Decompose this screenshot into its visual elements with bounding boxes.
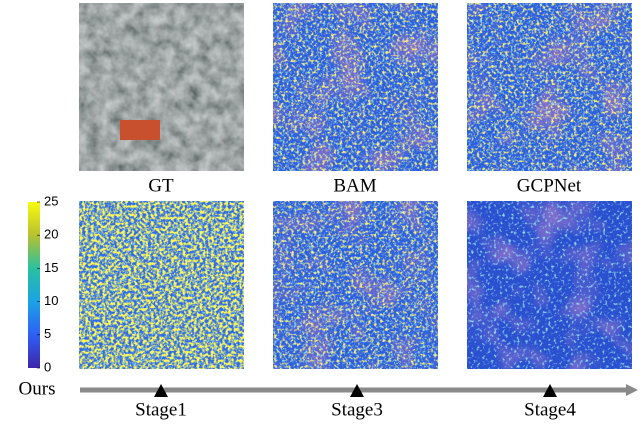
gcpnet-error-map (467, 3, 632, 171)
bam-error-map (273, 3, 438, 171)
colorbar (28, 202, 40, 368)
timeline-label: Ours (19, 378, 56, 399)
colorbar-tick-label: 10 (44, 293, 58, 308)
panel-label: GCPNet (517, 175, 582, 196)
colorbar-tick-label: 25 (44, 193, 58, 208)
panel-label: BAM (333, 175, 376, 196)
stage-label: Stage4 (524, 399, 576, 420)
colorbar-tick-label: 5 (44, 326, 51, 341)
figure: GT BAM GCPNet 0 5 10 15 20 25 Ours Stage1 Stag… (0, 0, 642, 425)
stage-label: Stage1 (135, 399, 187, 420)
gt-image (79, 3, 244, 171)
colorbar-ticks: 0 5 10 15 20 25 (37, 193, 58, 374)
panel-label: GT (148, 175, 174, 196)
stage4-error-map (467, 201, 632, 369)
arrow-head (626, 384, 638, 396)
stage-label: Stage3 (331, 399, 383, 420)
stage1-error-map (79, 201, 244, 369)
colorbar-tick-label: 0 (44, 359, 51, 374)
colorbar-tick-label: 15 (44, 260, 58, 275)
colorbar-tick-label: 20 (44, 227, 58, 242)
stage3-error-map (273, 201, 438, 369)
